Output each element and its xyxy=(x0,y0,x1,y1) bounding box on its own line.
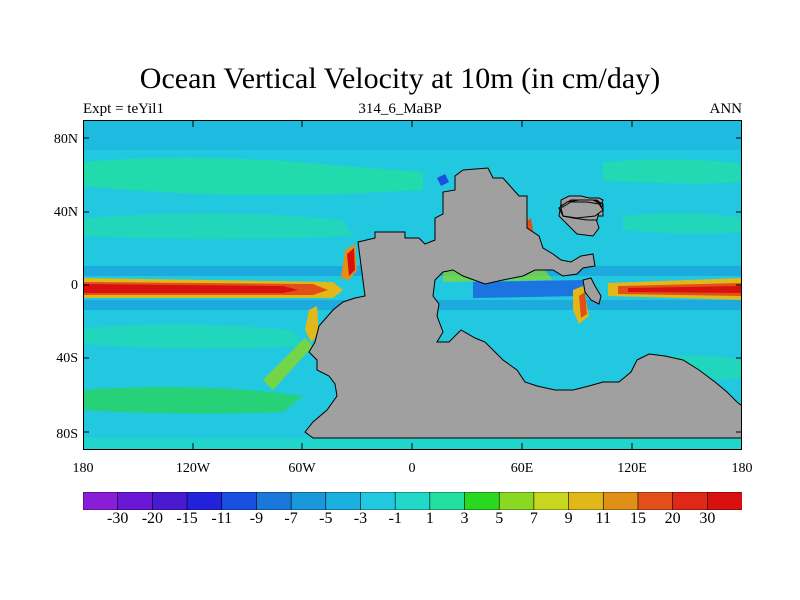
colorbar-label: 3 xyxy=(460,510,469,527)
ocean-band xyxy=(603,159,742,184)
ocean-band xyxy=(83,324,303,349)
colorbar-swatch xyxy=(290,492,327,510)
colorbar-label: 1 xyxy=(425,510,434,527)
colorbar-swatch xyxy=(152,492,188,510)
colorbar-label: 20 xyxy=(664,510,681,527)
lon-label: 120W xyxy=(175,461,211,476)
colorbar-swatch xyxy=(637,492,674,510)
velocity-map xyxy=(83,120,742,450)
equatorial-upwelling xyxy=(628,286,742,293)
equatorial-upwelling xyxy=(83,284,298,293)
colorbar-swatch xyxy=(602,492,639,510)
colorbar-swatch xyxy=(429,492,466,510)
colorbar-swatch xyxy=(464,492,500,510)
colorbar-swatch xyxy=(498,492,535,510)
coastal-upwelling xyxy=(305,306,319,342)
ocean-band xyxy=(623,213,742,234)
colorbar-label: 11 xyxy=(595,510,611,527)
colorbar-label: -3 xyxy=(353,510,368,527)
colorbar-label: -11 xyxy=(211,510,233,527)
colorbar-swatch xyxy=(394,492,431,510)
season-label: ANN xyxy=(709,101,743,117)
colorbar-swatch xyxy=(672,492,708,510)
lon-label: 120E xyxy=(617,461,647,476)
colorbar-label: -5 xyxy=(319,510,333,527)
colorbar-label: -20 xyxy=(141,510,164,527)
lat-label: 80S xyxy=(56,427,78,442)
experiment-label: Expt = teYil1 xyxy=(83,101,164,117)
lat-label: 80N xyxy=(53,132,78,147)
coastal-upwelling xyxy=(347,248,355,276)
coastal-upwelling xyxy=(437,174,449,186)
lon-label: 0 xyxy=(408,461,416,476)
ocean-band xyxy=(83,387,303,414)
colorbar-label: -15 xyxy=(176,510,198,527)
coastal-upwelling xyxy=(579,292,587,318)
colorbar-swatch xyxy=(256,492,292,510)
tick-marks xyxy=(83,120,742,450)
map-frame xyxy=(83,120,742,450)
lon-label: 60W xyxy=(288,461,316,476)
colorbar-label: 9 xyxy=(564,510,573,527)
northeast-standalone-island xyxy=(560,201,604,219)
colorbar-swatch xyxy=(117,492,153,510)
colorbar-label: 15 xyxy=(629,510,646,527)
colorbar-label: 30 xyxy=(699,510,716,527)
colorbar-swatch xyxy=(186,492,223,510)
colorbar-label: -30 xyxy=(107,510,129,527)
period-label: 314_6_MaBP xyxy=(358,101,442,117)
lat-label: 0 xyxy=(71,278,78,293)
colorbar-label: 7 xyxy=(529,510,538,527)
colorbar-label: -9 xyxy=(249,510,264,527)
pangea-land xyxy=(304,167,742,439)
coastal-upwelling xyxy=(263,338,313,390)
indochina-land xyxy=(582,277,602,305)
lat-label: 40N xyxy=(53,205,78,220)
colorbar-label: 5 xyxy=(495,510,504,527)
colorbar xyxy=(83,492,742,510)
colorbar-swatch xyxy=(568,492,604,510)
ocean-band xyxy=(83,213,353,239)
colorbar-label: -7 xyxy=(284,510,298,527)
lon-label: 180 xyxy=(72,461,94,476)
colorbar-label: -1 xyxy=(388,510,402,527)
colorbar-swatch xyxy=(221,492,258,510)
lon-label: 180 xyxy=(731,461,753,476)
colorbar-swatch xyxy=(707,492,742,510)
tethys-band xyxy=(473,280,583,298)
lon-label: 60E xyxy=(510,461,534,476)
lat-label: 40S xyxy=(56,351,78,366)
ocean-band xyxy=(83,157,423,195)
colorbar-swatch xyxy=(325,492,362,510)
colorbar-swatch xyxy=(360,492,396,510)
map-title: Ocean Vertical Velocity at 10m (in cm/da… xyxy=(139,62,661,95)
colorbar-swatch xyxy=(533,492,570,510)
colorbar-swatch xyxy=(83,492,119,510)
